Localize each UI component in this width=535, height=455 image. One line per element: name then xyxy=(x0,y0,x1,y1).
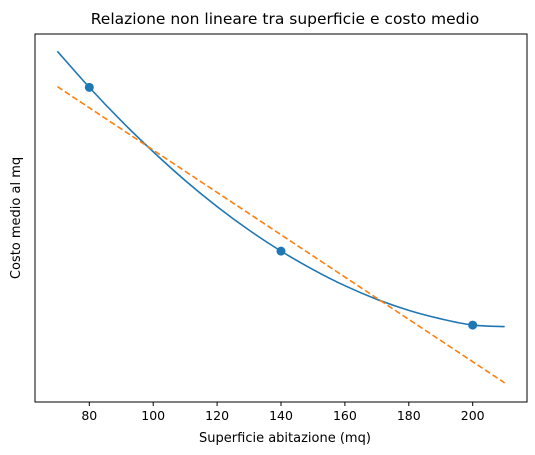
x-tick-label: 140 xyxy=(269,408,293,423)
x-tick-label: 200 xyxy=(461,408,485,423)
y-axis-label: Costo medio al mq xyxy=(9,157,24,279)
plot-area xyxy=(56,50,506,384)
x-axis: 80 100 120 140 160 180 200 xyxy=(81,402,485,423)
x-tick-label: 160 xyxy=(333,408,357,423)
chart-title: Relazione non lineare tra superficie e c… xyxy=(91,10,480,28)
data-point xyxy=(84,82,94,92)
x-tick-label: 100 xyxy=(141,408,165,423)
x-tick-label: 180 xyxy=(397,408,421,423)
data-point xyxy=(468,320,478,330)
x-axis-label: Superficie abitazione (mq) xyxy=(199,431,371,446)
x-tick-label: 120 xyxy=(205,408,229,423)
data-point xyxy=(276,246,286,256)
x-tick-label: 80 xyxy=(81,408,97,423)
